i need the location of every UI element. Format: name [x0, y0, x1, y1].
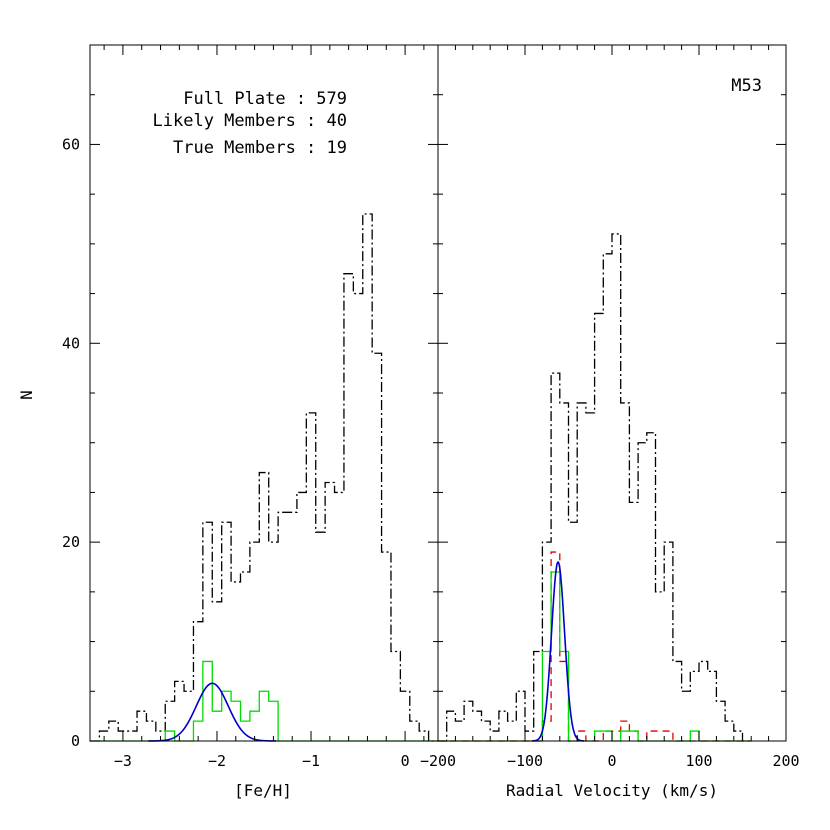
- x-tick-label-left: −2: [208, 752, 226, 770]
- x-tick-label-right: −100: [507, 752, 543, 770]
- plot-frame-right: [437, 44, 787, 742]
- y-tick-label: 60: [62, 135, 80, 153]
- histogram-dash-dot-right: [438, 233, 752, 742]
- y-tick-label: 0: [71, 732, 80, 750]
- annotation-true-members: True Members : 19: [173, 138, 347, 158]
- annotation-likely-members: Likely Members : 40: [153, 111, 347, 131]
- y-axis-label: N: [17, 390, 36, 400]
- right-panel-velocity-histogram: −200 −100 0 100 200: [420, 44, 800, 770]
- x-axis-label-left: [Fe/H]: [234, 781, 292, 800]
- x-tick-label-right: 200: [772, 752, 799, 770]
- x-tick-label-left: −3: [114, 752, 132, 770]
- histogram-solid-right: [438, 571, 752, 742]
- x-tick-label-left: 0: [401, 752, 410, 770]
- histogram-dash-dot-left: [90, 213, 438, 742]
- x-tick-label-right: 0: [607, 752, 616, 770]
- x-axis-label-right: Radial Velocity (km/s): [506, 781, 718, 800]
- y-tick-label: 40: [62, 334, 80, 352]
- x-tick-label-right: 100: [685, 752, 712, 770]
- y-tick-label: 20: [62, 533, 80, 551]
- annotation-full-plate: Full Plate : 579: [183, 89, 347, 109]
- gaussian-fit-right: [531, 561, 585, 742]
- x-tick-label-left: −1: [302, 752, 320, 770]
- histogram-solid-left: [90, 660, 438, 742]
- cluster-label: M53: [731, 76, 762, 96]
- histogram-dashed-right: [438, 551, 752, 742]
- x-tick-label-right: −200: [420, 752, 456, 770]
